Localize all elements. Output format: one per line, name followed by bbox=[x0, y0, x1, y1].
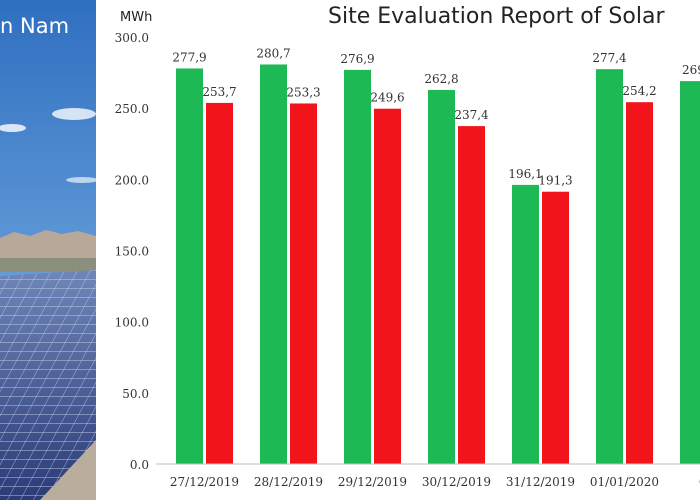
bar bbox=[206, 102, 233, 464]
x-tick-label: 29/12/2019 bbox=[338, 475, 407, 489]
data-label: 280,7 bbox=[256, 46, 290, 60]
data-label: 237,4 bbox=[454, 108, 489, 122]
y-tick-label: 100.0 bbox=[115, 316, 149, 330]
y-tick-label: 150.0 bbox=[115, 245, 149, 259]
data-label: 277,4 bbox=[592, 51, 627, 65]
y-tick-label: 0.0 bbox=[130, 458, 149, 472]
bar bbox=[542, 191, 569, 464]
data-label: 262,8 bbox=[424, 72, 458, 86]
bar bbox=[626, 102, 653, 465]
bar bbox=[458, 126, 485, 464]
data-label: 253,3 bbox=[286, 85, 320, 99]
data-label: 276,9 bbox=[340, 52, 374, 66]
x-tick-label: 01/01/2020 bbox=[590, 475, 659, 489]
bar bbox=[680, 81, 700, 464]
bar bbox=[344, 69, 371, 464]
bar bbox=[176, 68, 203, 465]
data-label: 191,3 bbox=[538, 174, 572, 188]
bar bbox=[260, 64, 287, 464]
bar bbox=[290, 103, 317, 464]
x-tick-label: 27/12/2019 bbox=[170, 475, 239, 489]
data-label: 249,6 bbox=[370, 91, 404, 105]
chart-panel: MWh Site Evaluation Report of Solar 0.0 5… bbox=[96, 0, 700, 500]
x-tick-label: 30/12/2019 bbox=[422, 475, 491, 489]
y-tick-label: 250.0 bbox=[115, 102, 149, 116]
x-tick-label: 28/12/2019 bbox=[254, 475, 323, 489]
x-tick-label: 02/ bbox=[699, 475, 700, 489]
bar bbox=[596, 69, 623, 465]
y-axis-unit-label: MWh bbox=[120, 10, 153, 25]
y-tick-label: 200.0 bbox=[115, 173, 149, 187]
data-label: 196,1 bbox=[508, 167, 542, 181]
data-label: 253,7 bbox=[202, 85, 236, 99]
bar bbox=[428, 89, 455, 464]
data-label: 277,9 bbox=[172, 50, 206, 64]
data-label: 254,2 bbox=[622, 84, 656, 98]
data-label: 269 bbox=[682, 63, 700, 77]
bar-chart: 0.0 50.0 100.0 150.0 200.0 250.0 300.0 277,9 253… bbox=[115, 31, 700, 489]
y-tick-label: 300.0 bbox=[115, 31, 149, 45]
bar bbox=[374, 108, 401, 465]
solar-farm-illustration bbox=[0, 0, 96, 500]
x-tick-label: 31/12/2019 bbox=[506, 475, 575, 489]
photo-caption: n Nam bbox=[0, 14, 70, 38]
y-tick-label: 50.0 bbox=[122, 387, 149, 401]
bar bbox=[512, 184, 539, 464]
solar-farm-photo: n Nam bbox=[0, 0, 96, 500]
chart-title: Site Evaluation Report of Solar bbox=[328, 4, 665, 29]
